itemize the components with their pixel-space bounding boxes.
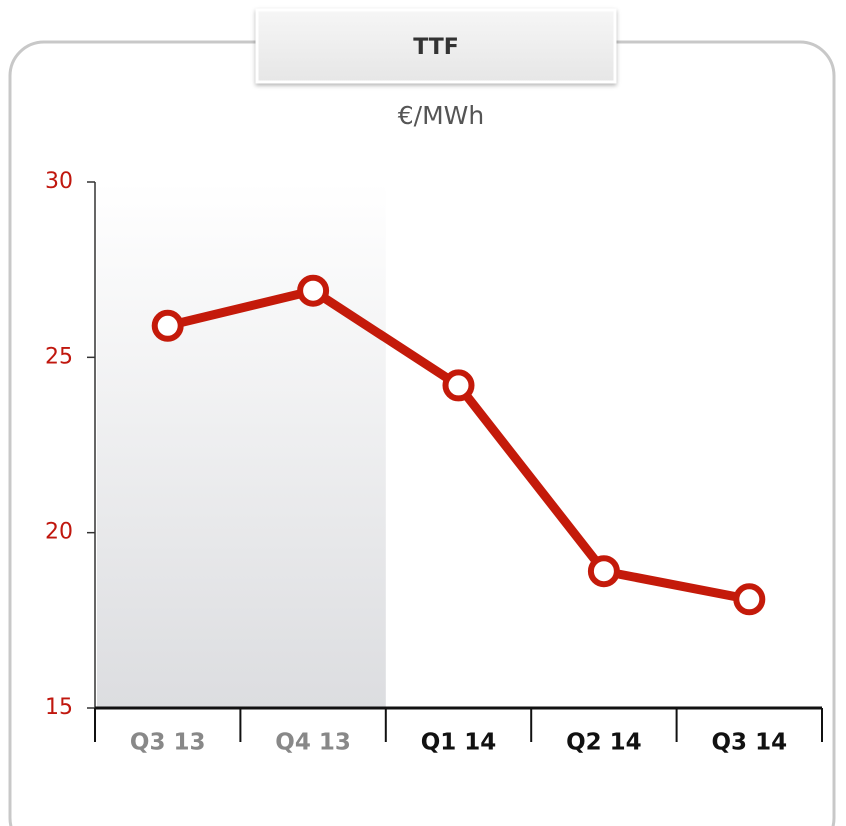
x-tick-label: Q4 13 xyxy=(275,730,351,756)
y-tick-label: 15 xyxy=(45,695,73,720)
x-tick-label: Q3 13 xyxy=(130,730,206,756)
title-tab xyxy=(255,8,617,84)
chart-subtitle: €/MWh xyxy=(398,101,484,130)
plot-area: 15 20 25 30 Q3 13 Q4 13 Q1 14 Q2 14 Q3 14 xyxy=(45,169,823,756)
x-tick-label: Q2 14 xyxy=(566,730,642,756)
data-point xyxy=(587,555,620,588)
x-tick-label: Q1 14 xyxy=(421,730,497,756)
y-tick-label: 30 xyxy=(45,169,73,194)
x-tick-label: Q3 14 xyxy=(712,730,788,756)
data-point xyxy=(151,309,184,342)
y-tick-label: 20 xyxy=(45,520,73,545)
data-point xyxy=(442,369,475,402)
chart-title: TTF xyxy=(413,35,459,60)
data-point xyxy=(733,583,766,616)
y-tick-label: 25 xyxy=(45,344,73,369)
data-point xyxy=(297,274,330,307)
past-shading xyxy=(97,182,386,708)
